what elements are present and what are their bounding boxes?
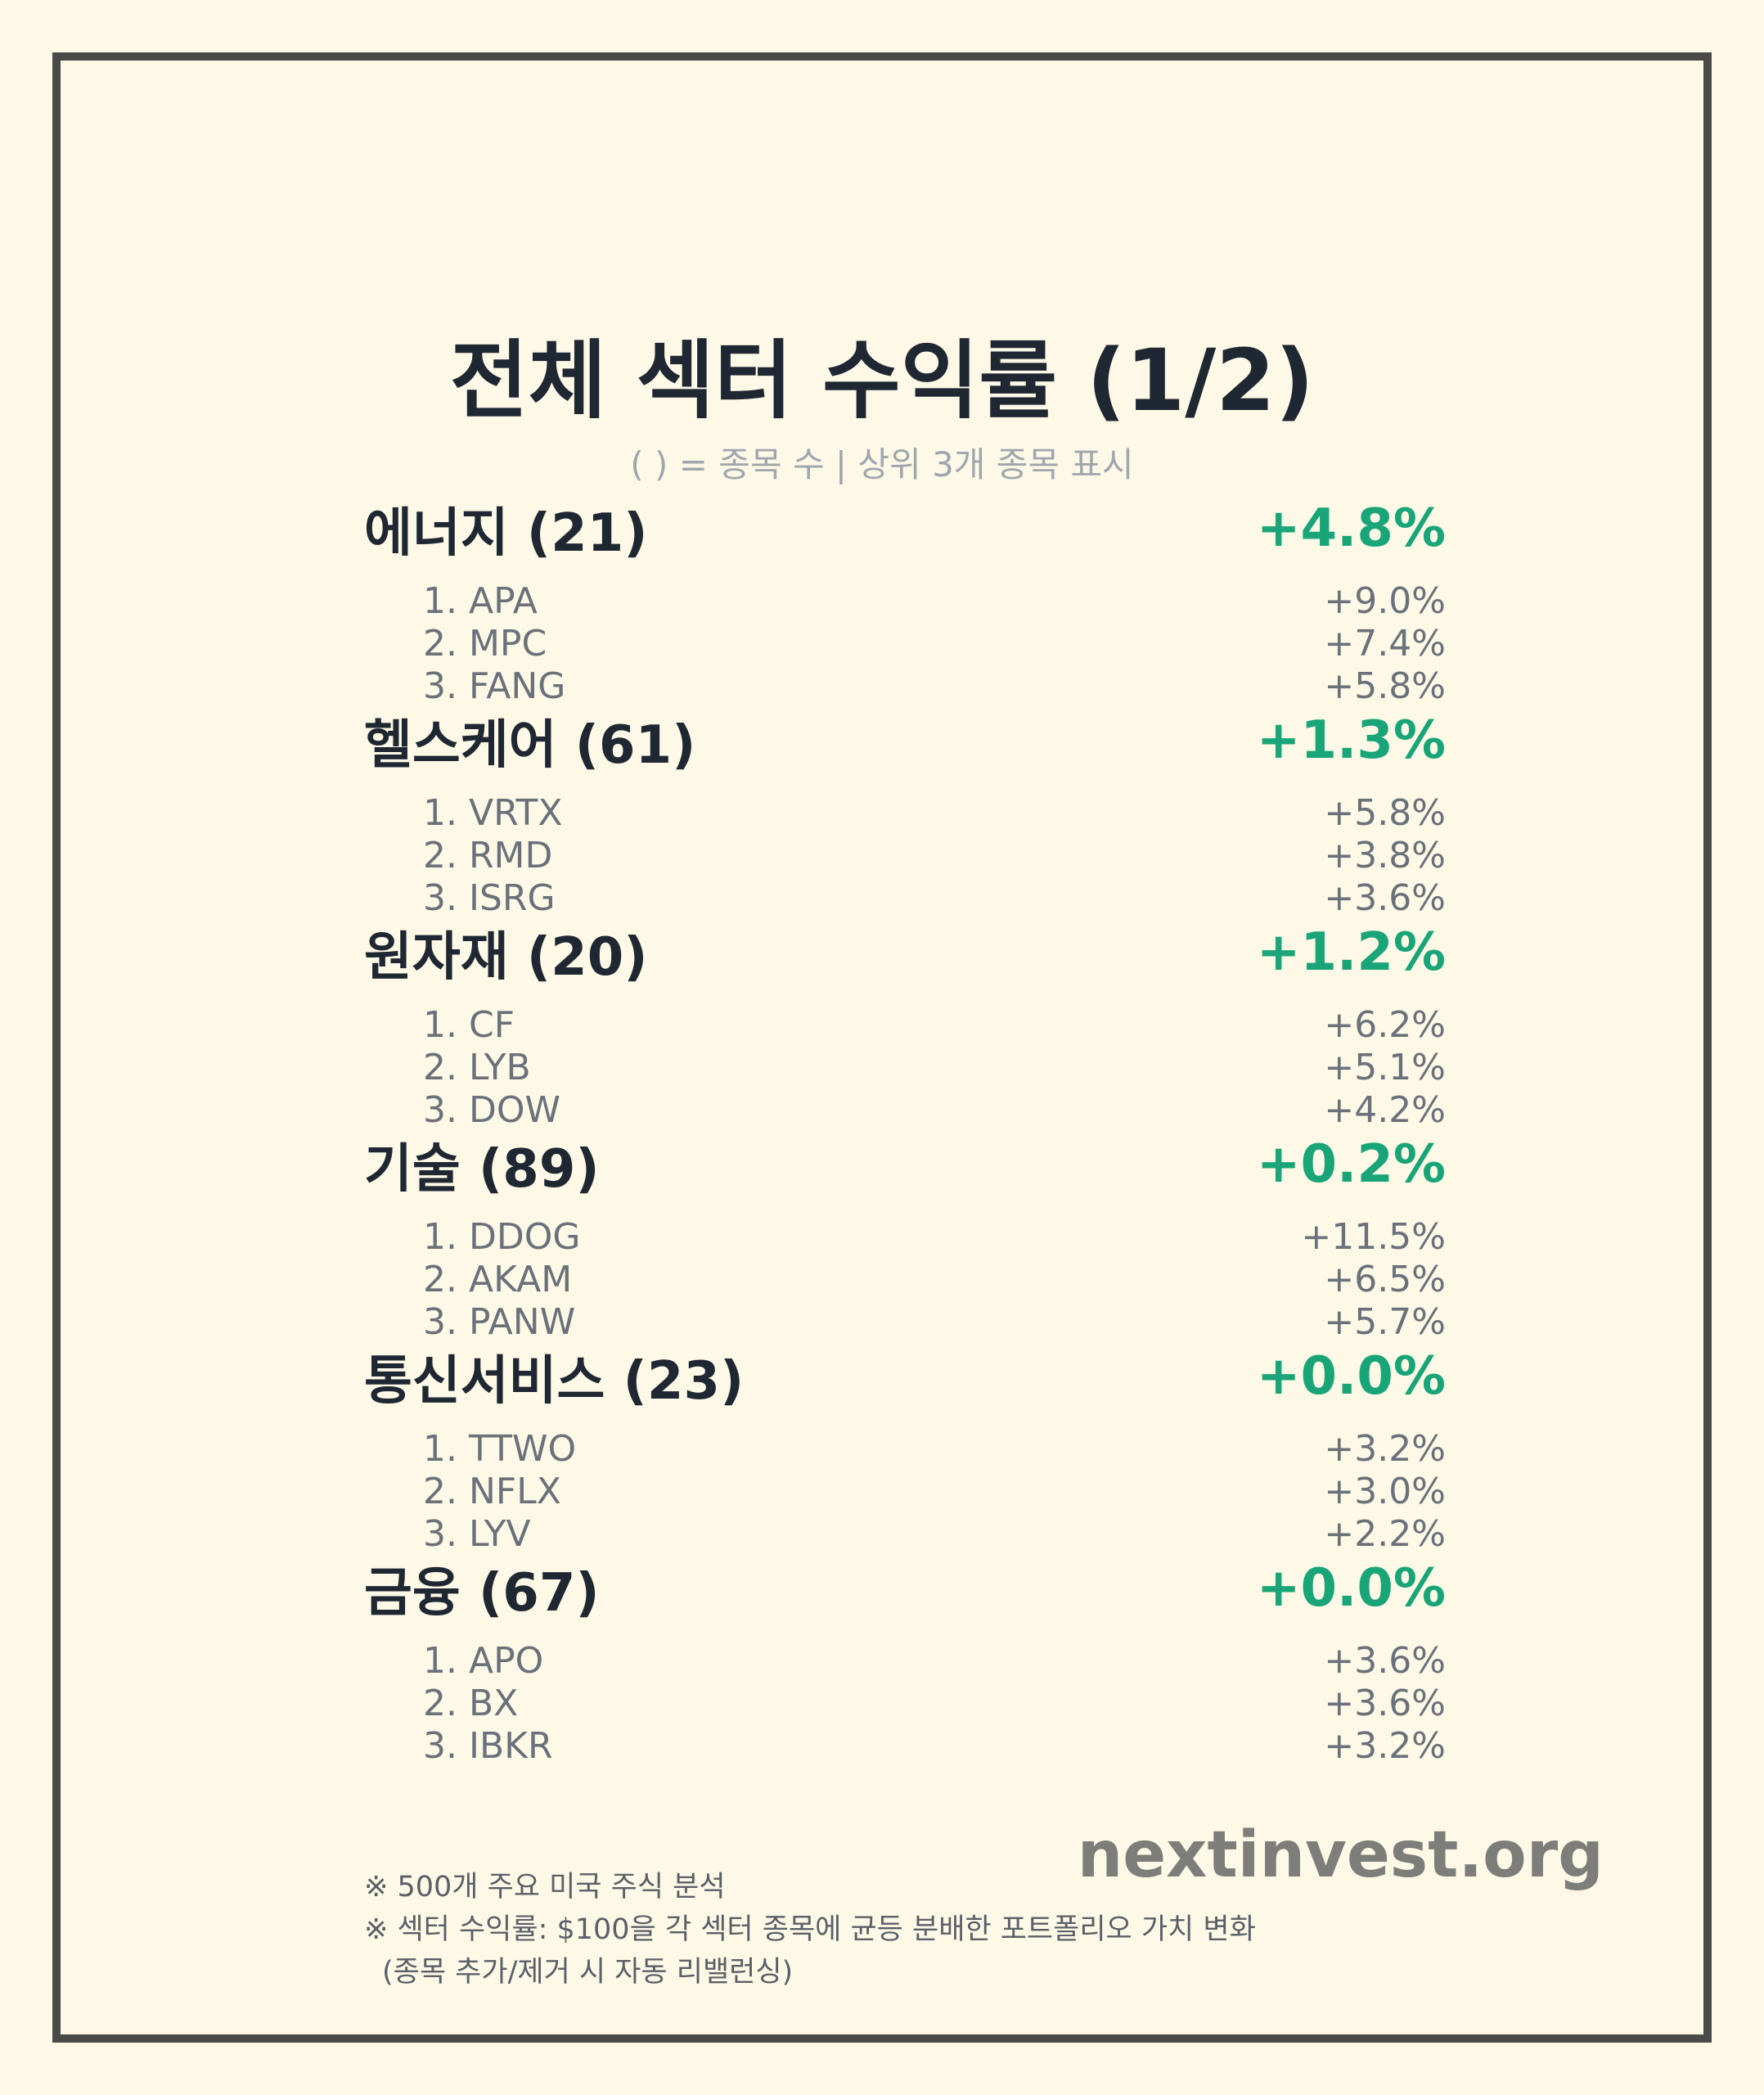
sector-name: 금융 (67) <box>364 1563 600 1624</box>
stock-return: +5.7% <box>1324 1300 1446 1343</box>
sector-block: 기술 (89) +0.2% 1. DDOG +11.5% 2. AKAM +6.5%… <box>364 1127 1446 1343</box>
sector-block: 원자재 (20) +1.2% 1. CF +6.2% 2. LYB +5.1% 3.… <box>364 915 1446 1131</box>
sector-name: 원자재 (20) <box>364 927 648 988</box>
sector-return: +0.2% <box>1256 1134 1446 1195</box>
stock-label: 3. ISRG <box>423 876 556 919</box>
sector-block: 통신서비스 (23) +0.0% 1. TTWO +3.2% 2. NFLX +3.… <box>364 1339 1446 1555</box>
stock-row: 1. APA +9.0% <box>364 579 1446 622</box>
stock-label: 1. APO <box>423 1639 544 1682</box>
stock-row: 1. VRTX +5.8% <box>364 791 1446 834</box>
stock-row: 3. PANW +5.7% <box>364 1300 1446 1343</box>
page-subtitle: ( ) = 종목 수 | 상위 3개 종목 표시 <box>630 444 1134 484</box>
sector-block: 금융 (67) +0.0% 1. APO +3.6% 2. BX +3.6% 3. … <box>364 1551 1446 1767</box>
stock-label: 3. PANW <box>423 1300 576 1343</box>
sector-block: 헬스케어 (61) +1.3% 1. VRTX +5.8% 2. RMD +3.8%… <box>364 703 1446 919</box>
stock-row: 2. MPC +7.4% <box>364 622 1446 665</box>
stock-label: 2. RMD <box>423 834 553 876</box>
stock-row: 2. AKAM +6.5% <box>364 1258 1446 1300</box>
footnote: ※ 섹터 수익률: $100을 각 섹터 종목에 균등 분배한 포트폴리오 가치… <box>364 1913 1256 1946</box>
stock-label: 1. TTWO <box>423 1427 577 1470</box>
stock-label: 2. AKAM <box>423 1258 573 1300</box>
stock-label: 1. APA <box>423 579 538 622</box>
stock-row: 3. LYV +2.2% <box>364 1512 1446 1555</box>
stock-row: 1. APO +3.6% <box>364 1639 1446 1682</box>
sector-name: 헬스케어 (61) <box>364 715 696 776</box>
sector-name: 통신서비스 (23) <box>364 1351 745 1412</box>
stock-row: 3. FANG +5.8% <box>364 665 1446 707</box>
stock-label: 2. LYB <box>423 1046 531 1088</box>
stock-label: 2. BX <box>423 1682 519 1724</box>
stock-return: +3.6% <box>1324 876 1446 919</box>
stock-return: +3.0% <box>1324 1470 1446 1512</box>
stock-label: 1. CF <box>423 1003 515 1046</box>
footnote: ※ 500개 주요 미국 주식 분석 <box>364 1871 726 1904</box>
stock-row: 2. RMD +3.8% <box>364 834 1446 876</box>
sector-return: +0.0% <box>1256 1558 1446 1619</box>
stock-return: +4.2% <box>1324 1088 1446 1131</box>
stock-row: 1. CF +6.2% <box>364 1003 1446 1046</box>
stock-label: 3. FANG <box>423 665 566 707</box>
sector-block: 에너지 (21) +4.8% 1. APA +9.0% 2. MPC +7.4% 3… <box>364 491 1446 707</box>
stock-return: +9.0% <box>1324 579 1446 622</box>
sector-name: 기술 (89) <box>364 1139 600 1200</box>
footnotes: ※ 500개 주요 미국 주식 분석 ※ 섹터 수익률: $100을 각 섹터 … <box>364 1866 1256 1994</box>
stock-return: +5.8% <box>1324 665 1446 707</box>
stock-return: +3.2% <box>1324 1724 1446 1767</box>
stock-label: 3. DOW <box>423 1088 560 1131</box>
stock-return: +3.8% <box>1324 834 1446 876</box>
sector-return: +1.2% <box>1256 922 1446 983</box>
stock-label: 2. NFLX <box>423 1470 561 1512</box>
stock-label: 2. MPC <box>423 622 547 665</box>
stock-return: +3.6% <box>1324 1682 1446 1724</box>
sector-list: 에너지 (21) +4.8% 1. APA +9.0% 2. MPC +7.4% 3… <box>364 491 1446 1767</box>
page-frame <box>52 52 1712 2043</box>
stock-return: +6.5% <box>1324 1258 1446 1300</box>
stock-return: +6.2% <box>1324 1003 1446 1046</box>
stock-row: 1. TTWO +3.2% <box>364 1427 1446 1470</box>
brand-watermark: nextinvest.org <box>1077 1818 1604 1892</box>
sector-return: +1.3% <box>1256 710 1446 771</box>
sector-name: 에너지 (21) <box>364 503 648 564</box>
page-title: 전체 섹터 수익률 (1/2) <box>449 331 1315 430</box>
stock-return: +3.6% <box>1324 1639 1446 1682</box>
footnote: (종목 추가/제거 시 자동 리밸런싱) <box>382 1956 794 1989</box>
stock-return: +7.4% <box>1324 622 1446 665</box>
stock-row: 3. DOW +4.2% <box>364 1088 1446 1131</box>
stock-label: 1. DDOG <box>423 1215 581 1258</box>
sector-return: +0.0% <box>1256 1346 1446 1407</box>
stock-label: 3. LYV <box>423 1512 531 1555</box>
stock-return: +5.8% <box>1324 791 1446 834</box>
stock-row: 2. LYB +5.1% <box>364 1046 1446 1088</box>
stock-label: 1. VRTX <box>423 791 563 834</box>
stock-row: 3. ISRG +3.6% <box>364 876 1446 919</box>
stock-return: +5.1% <box>1324 1046 1446 1088</box>
stock-return: +11.5% <box>1301 1215 1446 1258</box>
sector-return: +4.8% <box>1256 498 1446 559</box>
stock-return: +3.2% <box>1324 1427 1446 1470</box>
stock-label: 3. IBKR <box>423 1724 553 1767</box>
stock-return: +2.2% <box>1324 1512 1446 1555</box>
stock-row: 1. DDOG +11.5% <box>364 1215 1446 1258</box>
stock-row: 3. IBKR +3.2% <box>364 1724 1446 1767</box>
stock-row: 2. NFLX +3.0% <box>364 1470 1446 1512</box>
stock-row: 2. BX +3.6% <box>364 1682 1446 1724</box>
